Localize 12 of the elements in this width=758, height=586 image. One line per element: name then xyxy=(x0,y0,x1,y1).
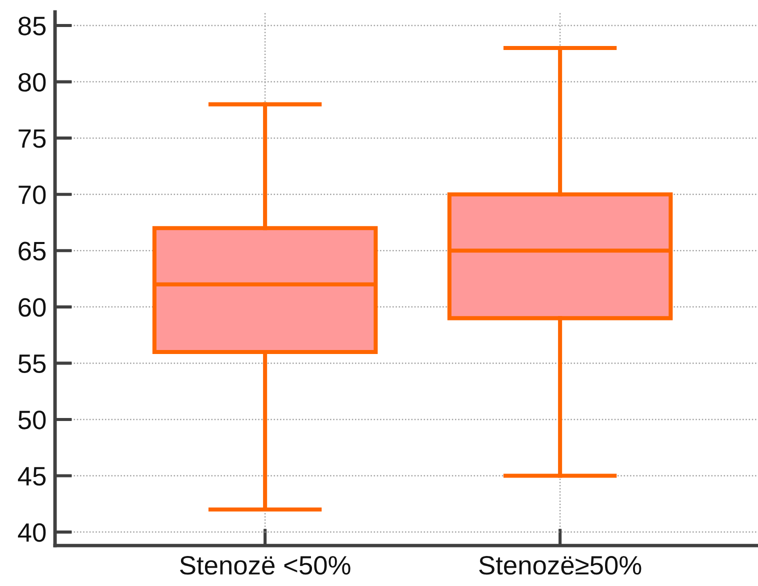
y-tick-label: 70 xyxy=(18,186,46,204)
y-tick-label: 55 xyxy=(18,354,46,374)
x-tick-label: Stenozë <50% xyxy=(180,556,350,575)
y-tick-label: 65 xyxy=(18,242,46,260)
y-tick-label: 40 xyxy=(18,523,46,542)
y-tick-label: 50 xyxy=(18,410,46,430)
y-tick-label: 85 xyxy=(18,16,46,36)
y-tick-label: 80 xyxy=(18,72,46,92)
y-tick-label: 45 xyxy=(18,467,46,486)
x-tick-label: Stenozë≥50% xyxy=(479,556,642,575)
y-tick-label: 75 xyxy=(18,129,46,148)
y-tick-label: 60 xyxy=(18,298,46,317)
